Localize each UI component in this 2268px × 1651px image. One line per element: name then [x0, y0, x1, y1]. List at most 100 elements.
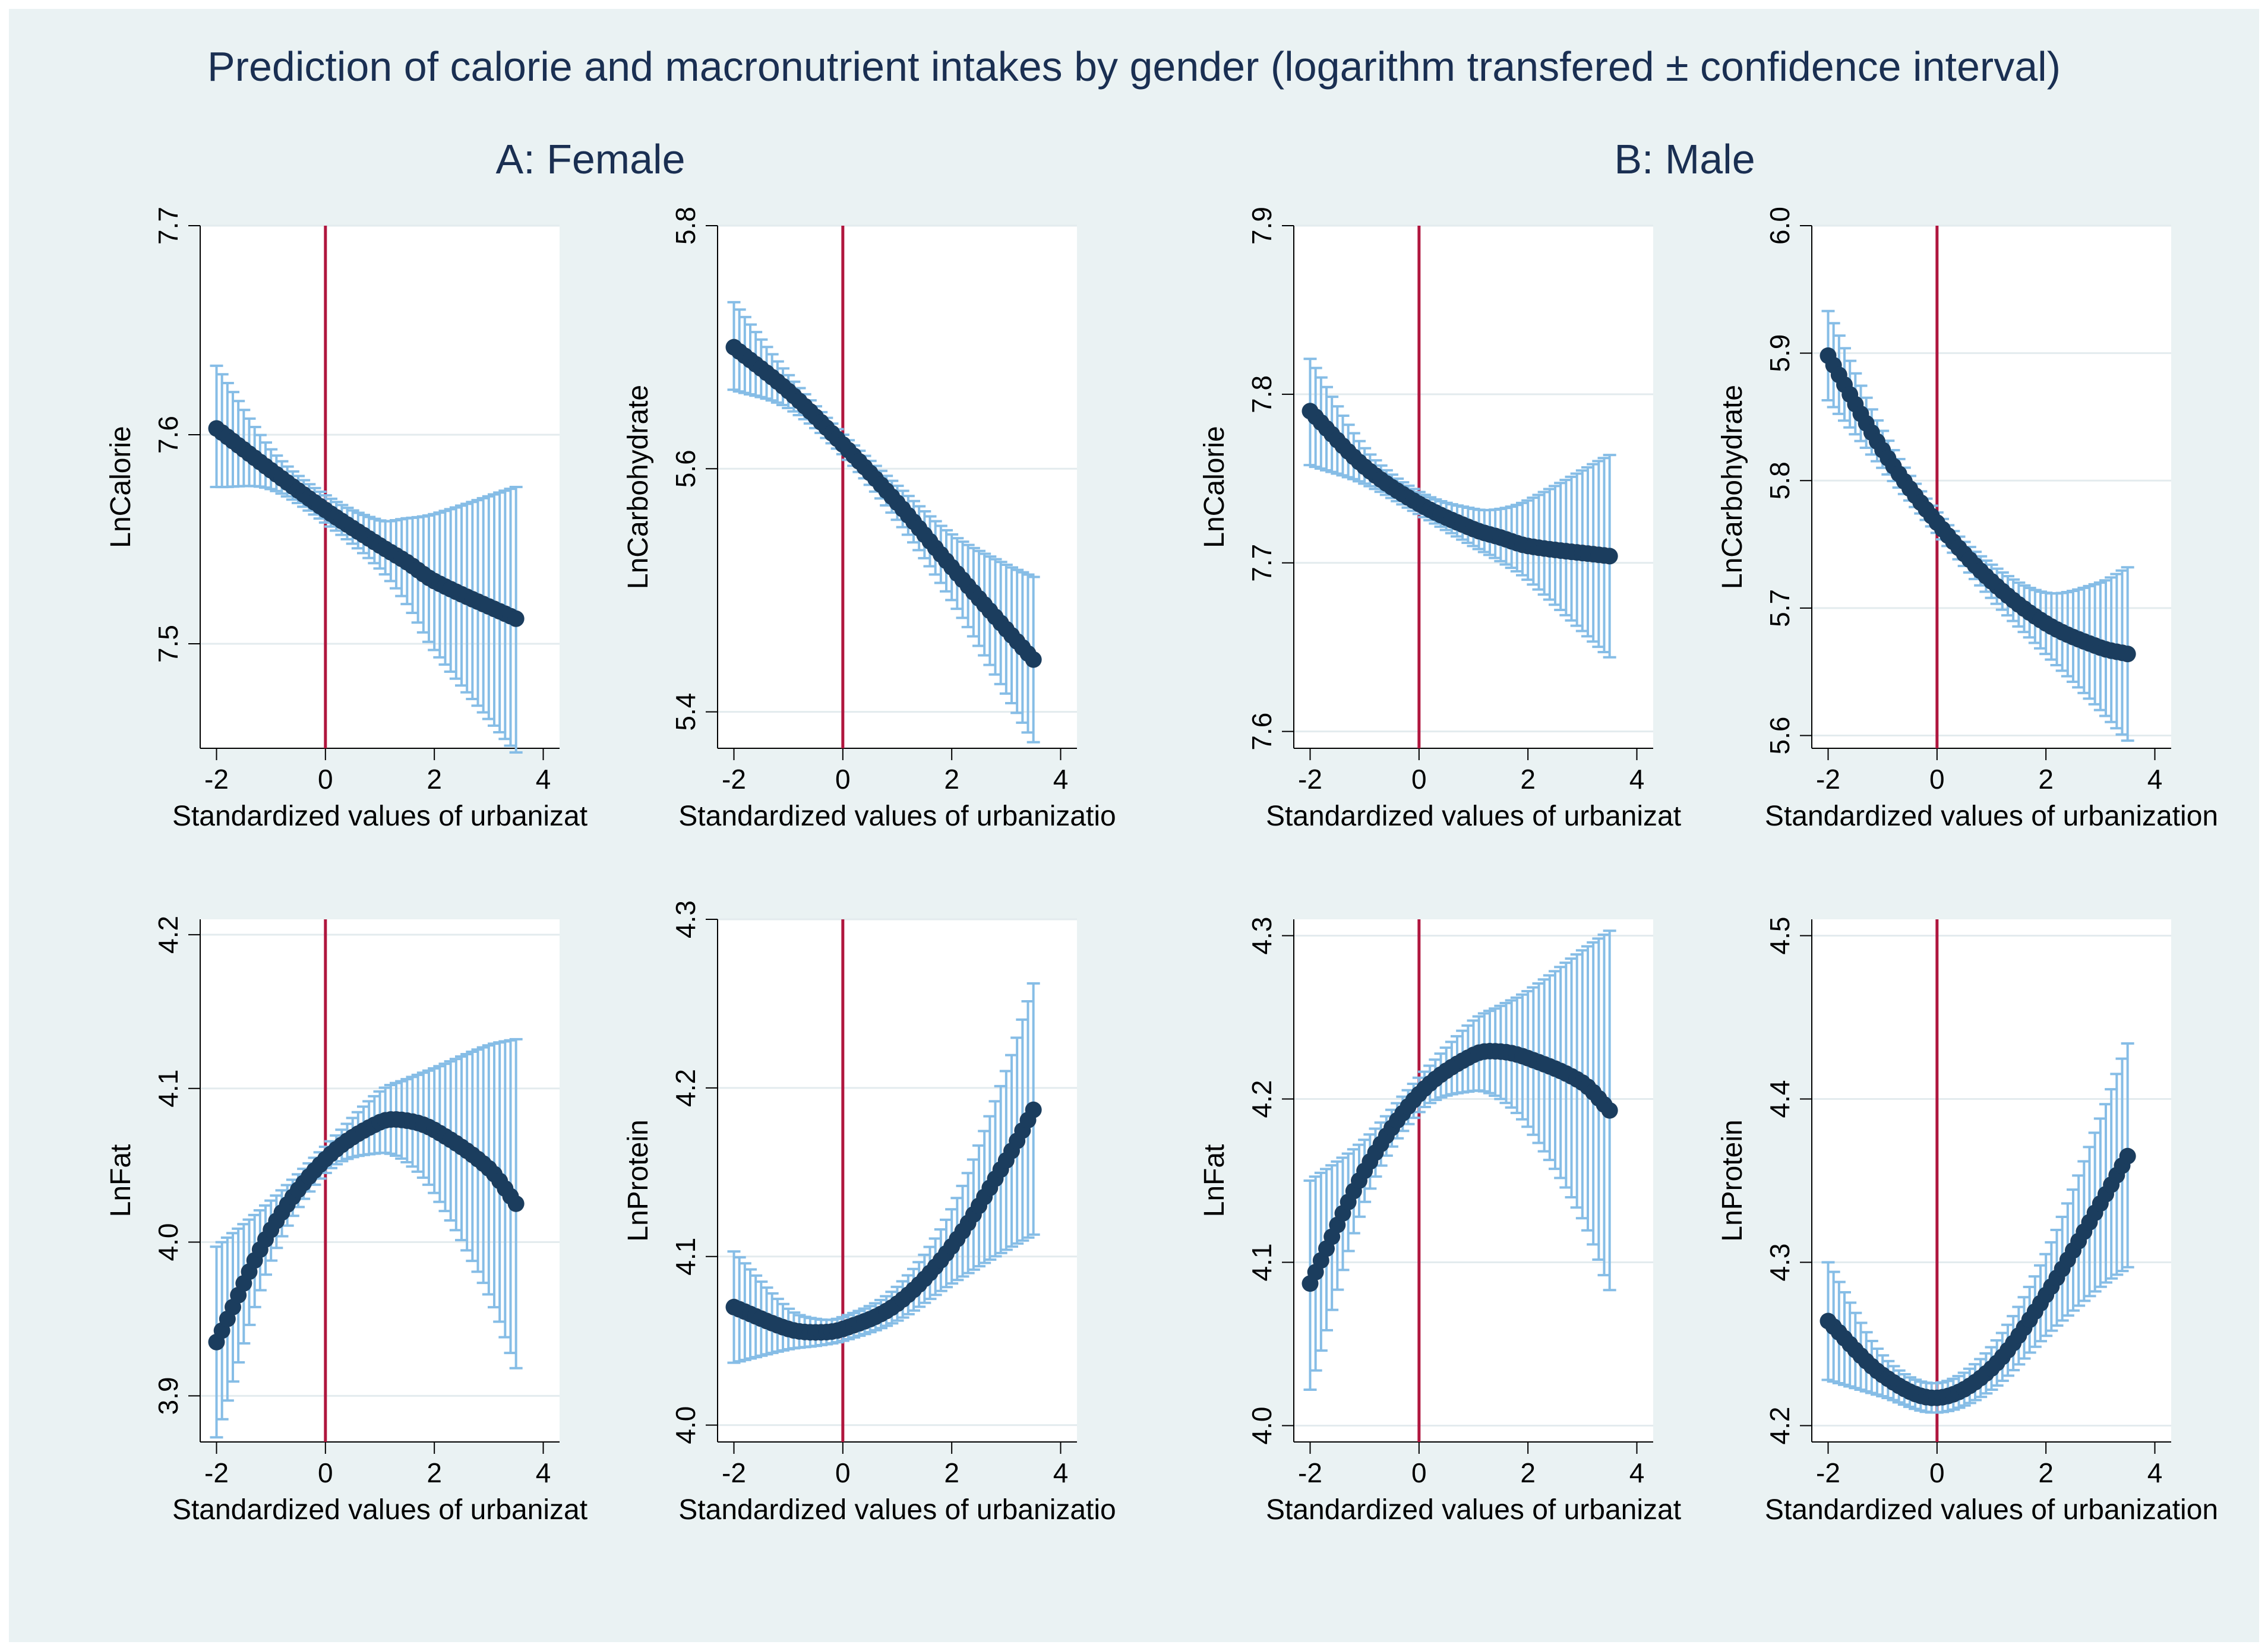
- x-tick-label: 4: [1629, 764, 1645, 795]
- x-axis-title: Standardized values of urbanization: [1765, 801, 2218, 832]
- y-tick-label: 3.9: [153, 1377, 184, 1415]
- x-axis-title: Standardized values of urbanizatio: [678, 801, 1116, 832]
- chart-male-protein: 4.2 4.3 4.4 4.5 -2 0 2 4 Standardized values of …: [1717, 917, 2218, 1526]
- y-axis-title: LnProtein: [1717, 1119, 1748, 1241]
- y-tick-label: 4.4: [1764, 1080, 1795, 1118]
- x-axis-title: Standardized values of urbanizat: [1266, 1494, 1681, 1526]
- y-tick-label: 7.7: [153, 207, 184, 245]
- fitted-point: [1601, 1102, 1618, 1119]
- y-tick-label: 4.1: [1246, 1244, 1277, 1282]
- x-tick-label: -2: [1816, 1457, 1840, 1488]
- x-tick-label: 2: [427, 1457, 442, 1488]
- x-tick-label: -2: [722, 1457, 746, 1488]
- y-axis-title: LnCarbohydrate: [1717, 385, 1748, 589]
- x-tick-label: 0: [1929, 764, 1945, 795]
- x-tick-label: -2: [1298, 1457, 1322, 1488]
- y-tick-label: 5.6: [1764, 717, 1795, 755]
- y-tick-label: 4.2: [670, 1069, 701, 1107]
- x-axis-title: Standardized values of urbanizatio: [678, 1494, 1116, 1526]
- x-tick-label: 2: [944, 1457, 959, 1488]
- y-tick-label: 5.6: [670, 450, 701, 488]
- x-tick-label: 2: [1520, 1457, 1536, 1488]
- x-tick-label: 2: [944, 764, 959, 795]
- y-tick-label: 5.4: [670, 693, 701, 731]
- fitted-points: [208, 420, 525, 627]
- x-tick-label: 4: [1053, 764, 1069, 795]
- x-tick-label: 4: [2147, 764, 2163, 795]
- y-tick-label: 4.2: [153, 916, 184, 954]
- y-tick-label: 4.0: [670, 1406, 701, 1444]
- x-tick-label: 0: [1411, 764, 1427, 795]
- y-tick-label: 4.3: [1764, 1244, 1795, 1282]
- fitted-points: [208, 1111, 525, 1350]
- chart-male-calorie: 7.6 7.7 7.8 7.9 -2 0 2 4 Standardized values of …: [1199, 207, 1681, 832]
- y-tick-label: 4.0: [153, 1223, 184, 1261]
- y-tick-label: 6.0: [1764, 207, 1795, 245]
- y-tick-label: 4.0: [1246, 1407, 1277, 1445]
- x-axis-title: Standardized values of urbanizat: [1266, 801, 1681, 832]
- x-tick-label: -2: [1816, 764, 1840, 795]
- fitted-points: [1820, 347, 2136, 663]
- x-tick-label: 0: [835, 1457, 851, 1488]
- group-title-female: A: Female: [495, 136, 686, 182]
- fitted-point: [1601, 548, 1618, 565]
- x-tick-label: -2: [204, 764, 229, 795]
- y-axis-title: LnCalorie: [105, 426, 137, 548]
- x-tick-label: -2: [204, 1457, 229, 1488]
- y-tick-label: 4.5: [1764, 917, 1795, 955]
- x-tick-label: 4: [1053, 1457, 1069, 1488]
- x-tick-label: 0: [1411, 1457, 1427, 1488]
- x-tick-label: 4: [536, 1457, 551, 1488]
- fitted-points: [725, 1101, 1042, 1341]
- y-axis-title: LnCalorie: [1199, 426, 1230, 548]
- x-tick-label: 2: [2038, 764, 2054, 795]
- y-tick-label: 7.5: [153, 625, 184, 663]
- y-tick-label: 5.8: [670, 207, 701, 245]
- chart-male-fat: 4.0 4.1 4.2 4.3 -2 0 2 4 Standardized values of …: [1199, 917, 1681, 1526]
- fitted-point: [1025, 1101, 1042, 1118]
- y-tick-label: 5.7: [1764, 589, 1795, 627]
- x-tick-label: -2: [722, 764, 746, 795]
- x-tick-label: -2: [1298, 764, 1322, 795]
- y-tick-label: 7.6: [153, 416, 184, 454]
- x-tick-label: 2: [427, 764, 442, 795]
- fitted-points: [1302, 1043, 1618, 1292]
- fitted-point: [2119, 646, 2136, 663]
- chart-male-carbohydrate: 5.6 5.7 5.8 5.9 6.0 -2 0 2 4 Standardized values …: [1717, 207, 2218, 832]
- chart-female-carbohydrate: 5.4 5.6 5.8 -2 0 2 4 Standardized values of urb…: [623, 207, 1116, 832]
- fitted-points: [1302, 403, 1618, 565]
- fitted-point: [507, 1195, 525, 1212]
- x-tick-label: 0: [1929, 1457, 1945, 1488]
- y-tick-label: 5.8: [1764, 461, 1795, 499]
- y-tick-label: 7.9: [1246, 207, 1277, 245]
- x-tick-label: 4: [1629, 1457, 1645, 1488]
- x-tick-label: 0: [835, 764, 851, 795]
- x-axis-title: Standardized values of urbanizat: [172, 801, 587, 832]
- y-tick-label: 7.8: [1246, 375, 1277, 413]
- chart-female-calorie: 7.5 7.6 7.7 -2 0 2 4 Standardized values of urb…: [105, 207, 587, 832]
- x-tick-label: 2: [2038, 1457, 2054, 1488]
- fitted-point: [1025, 651, 1042, 668]
- fitted-point: [507, 610, 525, 627]
- y-tick-label: 4.2: [1246, 1080, 1277, 1118]
- y-tick-label: 4.3: [670, 900, 701, 938]
- fitted-points: [725, 339, 1042, 668]
- y-axis-title: LnCarbohydrate: [623, 385, 654, 589]
- x-tick-label: 0: [318, 764, 333, 795]
- y-axis-title: LnProtein: [623, 1119, 654, 1241]
- group-title-male: B: Male: [1614, 136, 1755, 182]
- y-axis-title: LnFat: [1199, 1144, 1230, 1217]
- y-tick-label: 4.2: [1764, 1407, 1795, 1445]
- x-axis-title: Standardized values of urbanization: [1765, 1494, 2218, 1526]
- fitted-point: [2119, 1147, 2136, 1165]
- y-axis-title: LnFat: [105, 1144, 137, 1217]
- chart-female-fat: 3.9 4.0 4.1 4.2 -2 0 2 4 Standardized values of …: [105, 916, 587, 1526]
- x-axis-title: Standardized values of urbanizat: [172, 1494, 587, 1526]
- y-tick-label: 4.1: [670, 1238, 701, 1276]
- y-tick-label: 4.3: [1246, 917, 1277, 955]
- x-tick-label: 4: [2147, 1457, 2163, 1488]
- chart-female-protein: 4.0 4.1 4.2 4.3 -2 0 2 4 Standardized values of …: [623, 900, 1116, 1526]
- y-tick-label: 7.6: [1246, 713, 1277, 751]
- x-tick-label: 2: [1520, 764, 1536, 795]
- y-tick-label: 7.7: [1246, 544, 1277, 582]
